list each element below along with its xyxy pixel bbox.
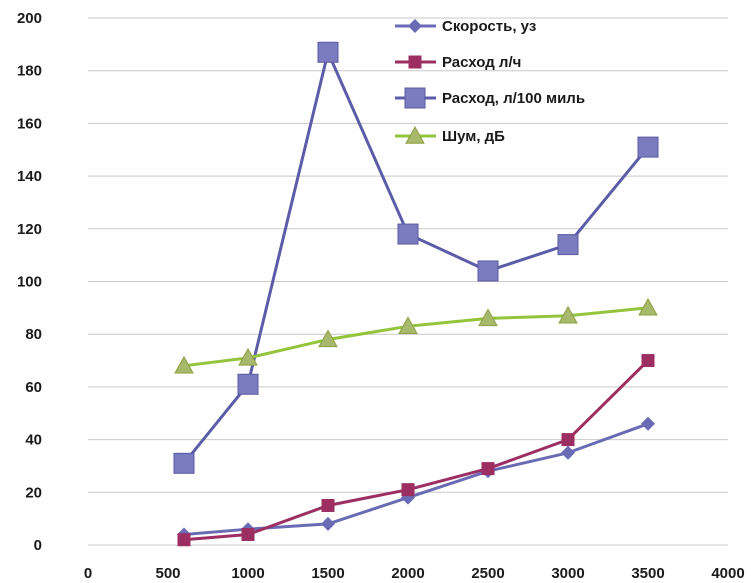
data-point (321, 516, 335, 531)
y-tick-label: 40 (25, 432, 42, 449)
x-tick-label: 0 (84, 565, 92, 582)
data-point (637, 136, 659, 158)
x-tick-label: 1500 (311, 565, 344, 582)
x-tick-label: 500 (155, 565, 180, 582)
data-point (641, 354, 655, 368)
series-line (183, 422, 649, 536)
x-tick-label: 2500 (471, 565, 504, 582)
legend: Скорость, уз Расход л/ч Расход, л/100 миль… (395, 18, 585, 145)
y-tick-label: 160 (17, 115, 42, 132)
series-line (183, 306, 649, 368)
y-tick-label: 80 (25, 326, 42, 343)
legend-label: Шум, дБ (442, 128, 505, 145)
legend-item: Шум, дБ (395, 125, 505, 145)
legend-marker (405, 125, 425, 144)
series-1 (177, 354, 655, 547)
x-tick-label: 3000 (551, 565, 584, 582)
data-point (177, 533, 191, 547)
data-point (481, 462, 495, 476)
x-tick-label: 1000 (231, 565, 264, 582)
y-tick-label: 180 (17, 63, 42, 80)
y-tick-label: 100 (17, 274, 42, 291)
data-point (173, 452, 195, 474)
data-point (241, 527, 255, 541)
legend-marker (408, 55, 422, 69)
gridlines (88, 17, 728, 546)
x-axis-tick-labels: 0 500 1000 1500 2000 2500 3000 3500 4000 (84, 565, 745, 582)
y-axis-tick-labels: 0 20 40 60 80 100 120 140 160 180 200 (17, 10, 42, 554)
legend-label: Расход л/ч (442, 54, 521, 71)
y-tick-label: 60 (25, 379, 42, 396)
data-point (174, 355, 194, 374)
series-3 (174, 297, 658, 374)
x-tick-label: 3500 (631, 565, 664, 582)
data-point (638, 297, 658, 316)
legend-item: Скорость, уз (395, 18, 536, 35)
legend-item: Расход, л/100 миль (395, 87, 585, 109)
x-tick-label: 4000 (711, 565, 744, 582)
x-tick-label: 2000 (391, 565, 424, 582)
y-tick-label: 140 (17, 168, 42, 185)
data-point (477, 260, 499, 282)
data-point (237, 373, 259, 395)
data-point (561, 433, 575, 447)
data-point (238, 347, 258, 366)
data-point (317, 41, 339, 63)
legend-marker (404, 87, 426, 109)
data-point (401, 483, 415, 497)
data-point (641, 416, 655, 431)
legend-label: Расход, л/100 миль (442, 90, 585, 107)
series-2 (173, 41, 659, 474)
y-tick-label: 0 (34, 537, 42, 554)
legend-label: Скорость, уз (442, 18, 536, 35)
data-point (478, 308, 498, 327)
data-point (557, 234, 579, 256)
y-tick-label: 20 (25, 484, 42, 501)
data-point (318, 329, 338, 348)
data-point (558, 305, 578, 324)
y-tick-label: 200 (17, 10, 42, 27)
series-group (173, 41, 659, 547)
legend-marker (408, 19, 422, 33)
data-point (321, 498, 335, 512)
legend-item: Расход л/ч (395, 54, 521, 71)
data-point (561, 445, 575, 460)
y-tick-label: 120 (17, 221, 42, 238)
data-point (398, 316, 418, 334)
series-0 (177, 416, 655, 542)
data-point (397, 223, 419, 245)
series-line (182, 50, 650, 465)
